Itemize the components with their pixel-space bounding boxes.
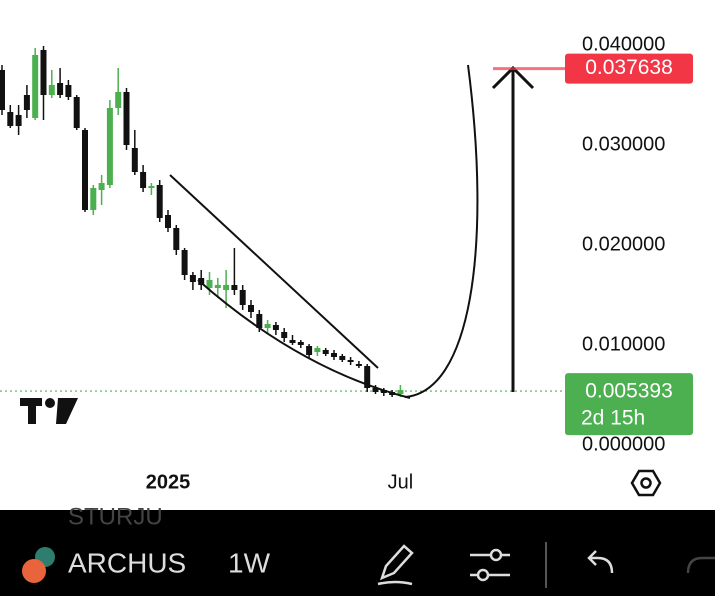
ghost-symbol: STURJU (68, 503, 163, 530)
target-price-label: 0.037638 (585, 56, 673, 79)
x-tick-label: Jul (388, 471, 414, 493)
y-tick-label: 0.000000 (582, 433, 665, 455)
redo-button[interactable] (686, 556, 715, 574)
symbol-fade (190, 540, 200, 590)
candle-body (272, 325, 279, 330)
logo (20, 398, 78, 424)
candle-body (65, 85, 72, 97)
settings-button[interactable] (630, 469, 662, 497)
symbol[interactable]: ARCHUS (68, 547, 186, 578)
y-tick-label: 0.030000 (582, 133, 665, 155)
symbol-icon (22, 547, 55, 583)
candle-body (231, 285, 238, 290)
target-price-tag (565, 53, 693, 84)
trend-curve (197, 279, 411, 399)
candle-body (397, 390, 404, 394)
last-price-label: 0.005393 (585, 380, 673, 403)
candle-body (214, 285, 221, 288)
candle-body (90, 188, 97, 210)
candle-body (331, 353, 337, 357)
candle-body (15, 115, 22, 126)
candle-body (165, 215, 171, 228)
draw-button[interactable] (377, 544, 414, 586)
candle-body (380, 390, 387, 393)
candle-body (206, 280, 213, 288)
countdown: 2d 15h (581, 407, 645, 430)
interval[interactable]: 1W (228, 547, 271, 578)
candle-body (23, 95, 30, 110)
candle-body (82, 130, 88, 210)
candle-body (223, 285, 230, 290)
candle-body (156, 185, 163, 218)
x-tick-label: 2025 (146, 471, 191, 493)
undo-button[interactable] (587, 550, 614, 574)
candle-body (181, 250, 188, 275)
candle-body (131, 148, 138, 172)
candle-body (322, 350, 329, 354)
candle-body (73, 97, 80, 128)
candle-body (40, 50, 47, 95)
candle-body (148, 186, 155, 188)
candle-body (347, 360, 354, 362)
candle-body (0, 70, 5, 110)
candle-body (239, 290, 246, 305)
candle-body (106, 108, 113, 185)
candle-body (140, 172, 147, 188)
candle-body (98, 183, 105, 190)
candle-body (264, 324, 271, 328)
candle-body (306, 346, 313, 355)
u-curve (404, 64, 479, 398)
candle-body (115, 92, 122, 108)
candle-body (372, 388, 379, 392)
plot: 0.000000 0.010000 0.020000 0.030000 0.040000… (0, 33, 665, 493)
candle-body (339, 356, 346, 360)
y-tick-label: 0.040000 (582, 33, 665, 55)
indicators-button[interactable] (470, 548, 510, 582)
candle-body (32, 55, 39, 118)
trend-line (169, 174, 379, 369)
candle-body (355, 364, 362, 366)
y-tick-label: 0.010000 (582, 333, 665, 355)
candle-body (7, 112, 14, 126)
candle-body (189, 275, 196, 282)
candle-body (48, 85, 55, 95)
candle-body (57, 83, 64, 95)
candle-body (256, 314, 263, 328)
last-price-tag (565, 373, 693, 436)
candle-body (281, 332, 288, 338)
candle-body (297, 342, 304, 345)
candle-body (123, 92, 130, 145)
candle-body (289, 340, 296, 343)
candle-body (173, 228, 180, 250)
toolbar (0, 510, 715, 596)
candle-body (314, 348, 321, 352)
candle-body (364, 366, 371, 388)
y-tick-label: 0.020000 (582, 233, 665, 255)
candle-body (248, 305, 254, 312)
